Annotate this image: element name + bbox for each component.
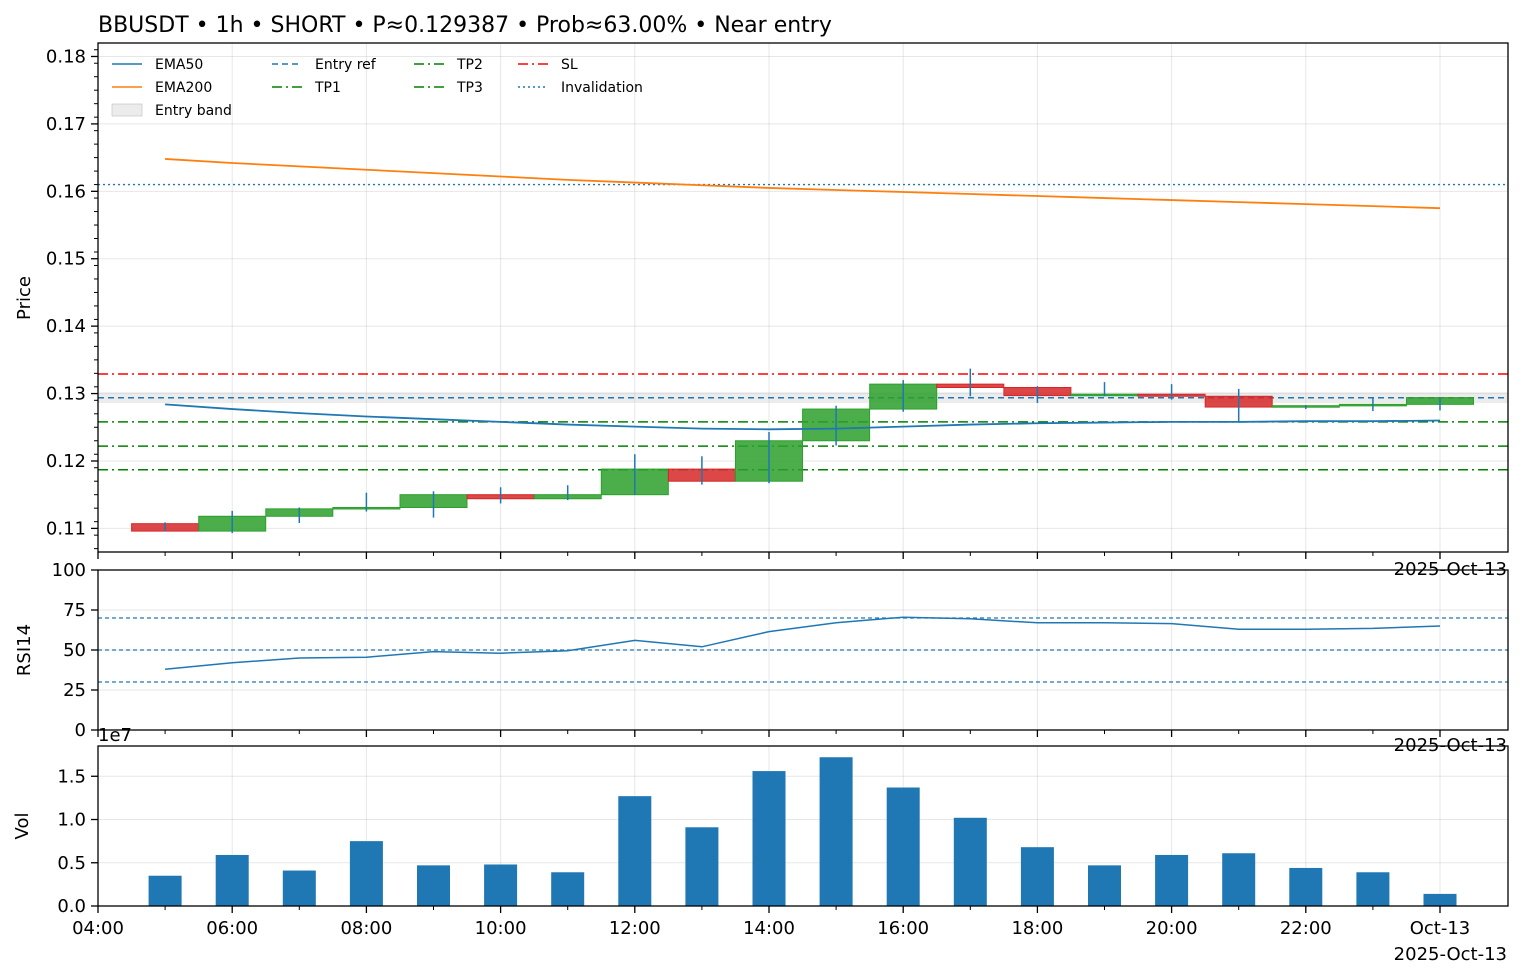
- price-axes: 0.11 0.12 0.13 0.14 0.15 0.16 0.17 0.18: [46, 42, 1509, 559]
- price-ytick-label-3: 0.14: [46, 316, 86, 337]
- ema-line-0: [165, 403, 1441, 431]
- volume-bar-11: [886, 787, 920, 906]
- volume-bar-4: [417, 865, 450, 906]
- volume-bar-16: [1222, 853, 1256, 906]
- legend-label-3: Entry ref: [315, 57, 377, 73]
- volume-xtick-label-8: 20:00: [1146, 918, 1198, 939]
- volume-xtick-label-7: 18:00: [1011, 918, 1063, 939]
- price-frame: [97, 42, 1509, 553]
- volume-xtick-label-10: Oct-13: [1410, 918, 1471, 939]
- volume-bar-18: [1356, 872, 1390, 906]
- legend-swatch-band: [111, 103, 143, 117]
- vol-ytick-label-1: 0.5: [57, 853, 86, 874]
- volume-bar-7: [618, 796, 652, 906]
- rsi-ylabel: RSI14: [14, 624, 35, 676]
- volume-bar-19: [1423, 893, 1457, 906]
- vol-ytick-label-0: 0.0: [57, 896, 86, 917]
- volume-bar-8: [685, 827, 719, 906]
- rsi-ref-lines: [98, 617, 1508, 683]
- volume-xtick-label-0: 04:00: [72, 918, 124, 939]
- price-candles: [131, 368, 1474, 534]
- volume-bar-5: [484, 864, 518, 906]
- volume-bar-0: [148, 875, 182, 906]
- rsi-line-group: [165, 616, 1441, 670]
- legend-label-6: TP3: [456, 80, 483, 96]
- legend-label-4: TP1: [314, 80, 341, 96]
- volume-bar-1: [215, 854, 249, 906]
- price-ytick-label-4: 0.15: [46, 249, 86, 270]
- vol-ytick-label-3: 1.5: [57, 766, 86, 787]
- price-ylabel: Price: [14, 276, 35, 320]
- price-ytick-label-7: 0.18: [46, 46, 86, 67]
- volume-xtick-label-9: 22:00: [1280, 918, 1332, 939]
- legend-label-0: EMA50: [155, 57, 203, 73]
- legend-label-1: EMA200: [155, 80, 212, 96]
- legend-label-7: SL: [561, 57, 578, 73]
- price-ytick-label-6: 0.17: [46, 114, 86, 135]
- legend-label-2: Entry band: [155, 103, 232, 119]
- volume-xtick-label-6: 16:00: [877, 918, 929, 939]
- rsi-ytick-label-2: 50: [63, 640, 86, 661]
- volume-xtick-label-1: 06:00: [206, 918, 258, 939]
- rsi-ytick-label-1: 25: [63, 680, 86, 701]
- vol-ytick-label-2: 1.0: [57, 810, 86, 831]
- volume-offset-label: 1e7: [98, 725, 132, 746]
- price-ytick-label-1: 0.12: [46, 451, 86, 472]
- volume-bar-9: [752, 771, 786, 906]
- volume-axes: 0.0 0.5 1.0 1.5 04:00 06:00 08:00 10:00 12:00 14:…: [57, 745, 1509, 939]
- rsi-frame: [97, 569, 1509, 731]
- volume-bar-3: [349, 841, 383, 906]
- price-ytick-label-5: 0.16: [46, 181, 86, 202]
- rsi-ytick-label-4: 100: [52, 560, 86, 581]
- volume-panel: 0.0 0.5 1.0 1.5 04:00 06:00 08:00 10:00 12:00 14:…: [12, 725, 1509, 965]
- ema-line-1: [165, 158, 1441, 210]
- volume-bar-6: [551, 872, 585, 906]
- volume-bar-2: [282, 870, 316, 906]
- rsi-axes: 0 25 50 75 100: [52, 560, 1509, 741]
- rsi-ytick-label-3: 75: [63, 600, 86, 621]
- volume-xtick-label-4: 12:00: [609, 918, 661, 939]
- price-legend: EMA50 EMA200 Entry band Entry ref TP1 TP2 TP3 S…: [111, 57, 643, 119]
- price-ytick-label-0: 0.11: [46, 518, 86, 539]
- volume-bar-13: [1020, 847, 1054, 906]
- legend-label-5: TP2: [456, 57, 483, 73]
- price-ema-lines: [165, 158, 1441, 431]
- legend-label-8: Invalidation: [561, 80, 643, 96]
- price-panel: 0.110.120.130.140.150.160.170.18 Price 2…: [14, 42, 1509, 580]
- volume-bar-14: [1088, 865, 1121, 906]
- rsi-ytick-label-0: 0: [75, 720, 86, 741]
- price-ytick-label-2: 0.13: [46, 384, 86, 405]
- volume-xtick-label-5: 14:00: [743, 918, 795, 939]
- vol-frame: [97, 745, 1509, 907]
- volume-ylabel: Vol: [12, 813, 33, 840]
- chart-title: BBUSDT • 1h • SHORT • P≈0.129387 • Prob≈…: [98, 13, 832, 38]
- volume-date-label: 2025-Oct-13: [1394, 944, 1507, 965]
- volume-bar-12: [953, 817, 987, 906]
- volume-xtick-label-3: 10:00: [475, 918, 527, 939]
- volume-bars: [148, 757, 1457, 906]
- volume-xtick-label-2: 08:00: [340, 918, 392, 939]
- volume-bar-10: [819, 757, 853, 906]
- rsi-line: [165, 616, 1441, 670]
- volume-bar-15: [1155, 854, 1189, 906]
- volume-bar-17: [1289, 867, 1323, 906]
